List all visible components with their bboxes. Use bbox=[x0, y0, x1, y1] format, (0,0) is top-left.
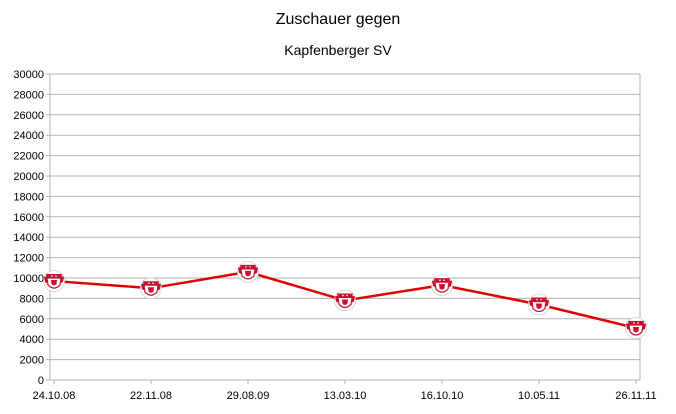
y-tick-label: 12000 bbox=[13, 253, 44, 265]
x-tick-label: 29.08.09 bbox=[227, 390, 270, 402]
club-crest-icon bbox=[237, 260, 259, 283]
gridlines bbox=[50, 73, 640, 381]
club-crest-icon bbox=[528, 293, 550, 316]
y-tick-label: 6000 bbox=[20, 314, 44, 326]
y-tick-label: 8000 bbox=[20, 293, 44, 305]
x-tick-label: 26.11.11 bbox=[615, 390, 656, 402]
club-crest-icon bbox=[625, 317, 647, 339]
x-tick-labels: 24.10.08 22.11.08 29.08.09 13.03.10 16.10.10… bbox=[33, 390, 657, 402]
y-tick-label: 14000 bbox=[13, 232, 44, 244]
chart-title: Zuschauer gegen bbox=[276, 11, 401, 28]
y-tick-label: 18000 bbox=[13, 191, 44, 203]
x-tick-label: 10.05.11 bbox=[518, 390, 560, 402]
y-tick-label: 10000 bbox=[13, 273, 44, 285]
y-tick-label: 2000 bbox=[20, 355, 44, 367]
y-tick-label: 16000 bbox=[13, 212, 44, 224]
y-tick-label: 4000 bbox=[20, 334, 44, 346]
y-tick-label: 20000 bbox=[13, 171, 44, 183]
club-crest-icon bbox=[334, 289, 356, 312]
y-tick-label: 24000 bbox=[13, 130, 44, 142]
y-tick-labels: 0 2000 4000 6000 8000 10000 12000 14000 16000 180… bbox=[13, 69, 44, 387]
y-tick-label: 26000 bbox=[13, 110, 44, 122]
x-tick-label: 24.10.08 bbox=[33, 390, 76, 402]
y-tick-label: 22000 bbox=[13, 151, 44, 163]
y-tick-label: 30000 bbox=[13, 69, 44, 81]
x-tick-label: 22.11.08 bbox=[130, 390, 172, 402]
axes bbox=[46, 73, 641, 384]
chart-subtitle: Kapfenberger SV bbox=[284, 42, 392, 58]
x-tick-label: 13.03.10 bbox=[324, 390, 367, 402]
club-crest-icon bbox=[140, 277, 162, 300]
club-crest-icon bbox=[43, 270, 65, 292]
club-crest-icon bbox=[431, 274, 453, 297]
y-tick-label: 0 bbox=[38, 375, 44, 387]
series-markers bbox=[43, 260, 647, 339]
y-tick-label: 28000 bbox=[13, 89, 44, 101]
x-tick-label: 16.10.10 bbox=[421, 390, 464, 402]
